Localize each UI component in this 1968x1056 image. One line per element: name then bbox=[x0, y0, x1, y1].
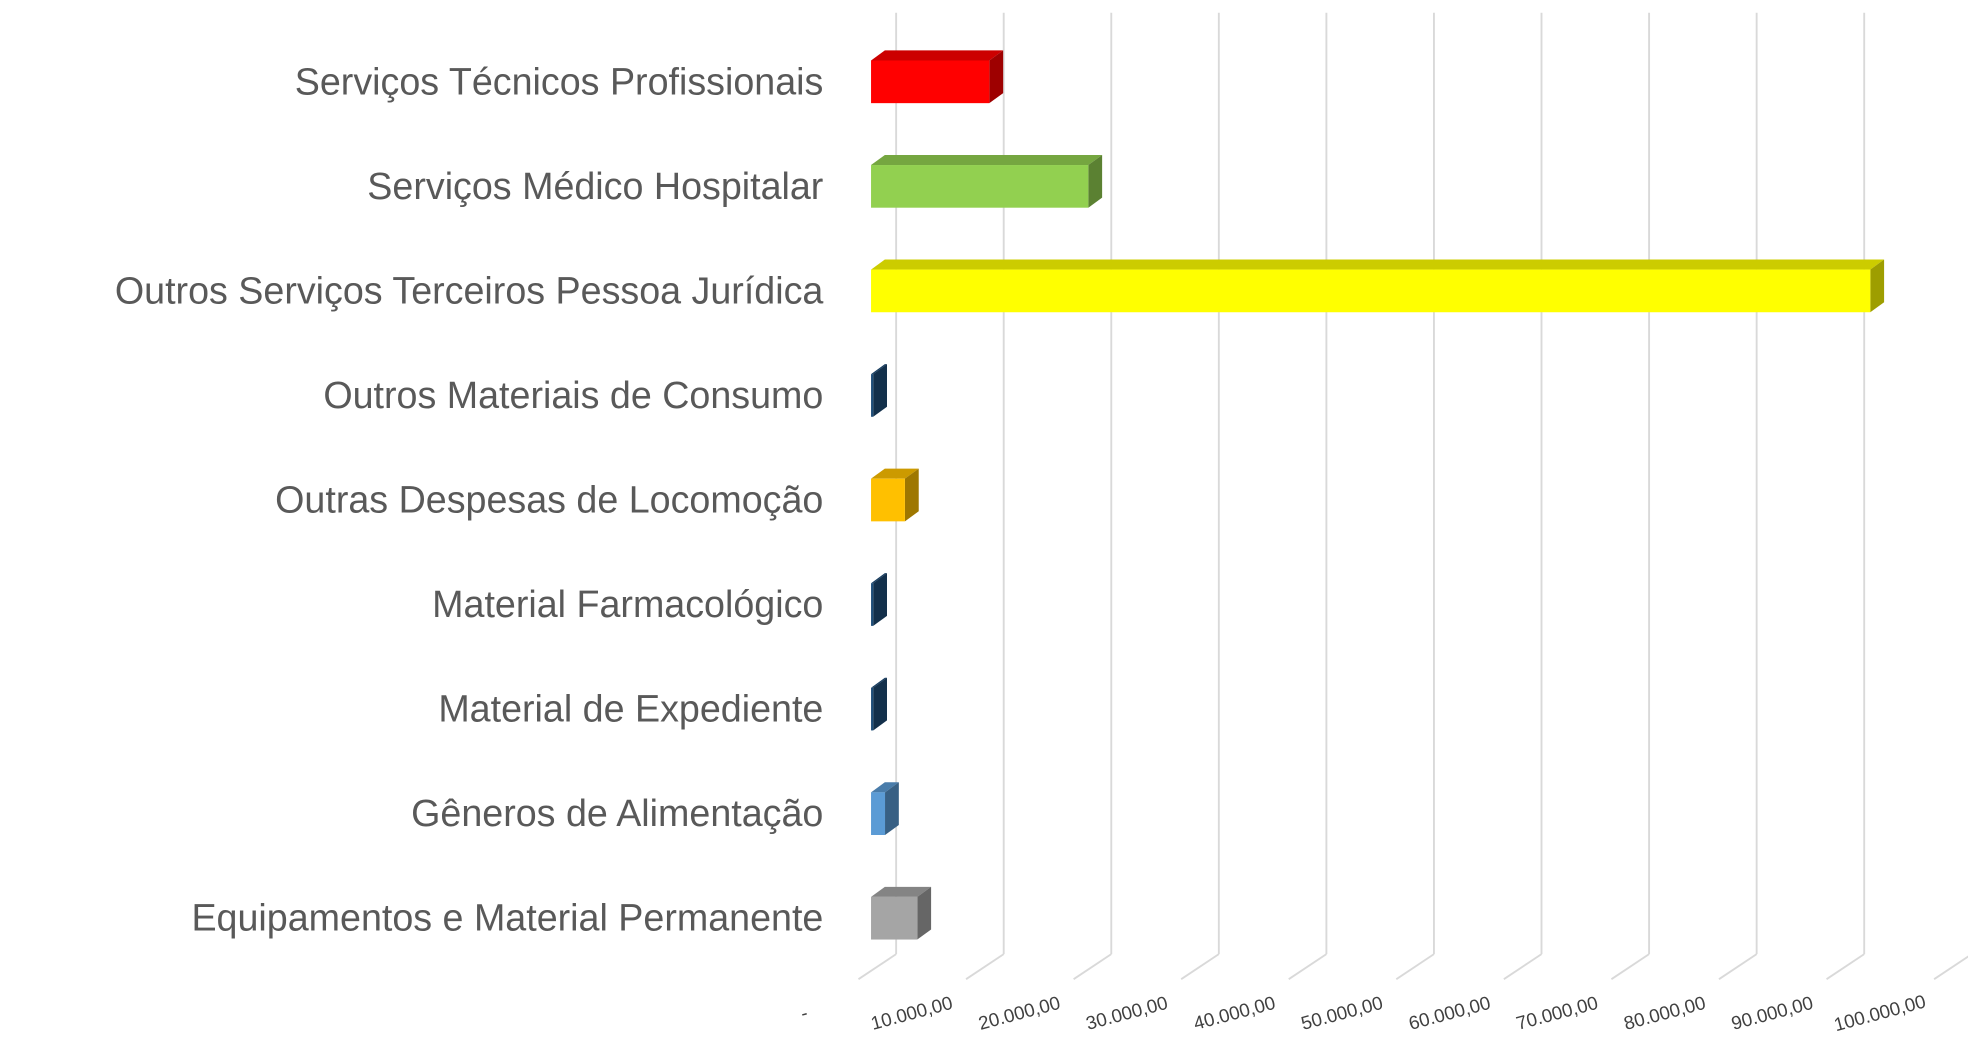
category-label: Material de Expediente bbox=[438, 688, 823, 730]
bar-front bbox=[871, 60, 990, 104]
bar-top bbox=[871, 782, 899, 793]
bar-side bbox=[1088, 154, 1103, 208]
bar-top bbox=[871, 259, 1885, 270]
bar bbox=[871, 573, 887, 626]
x-tick-label: 90.000,00 bbox=[1729, 992, 1815, 1034]
category-label: Material Farmacológico bbox=[432, 583, 823, 625]
category-label: Serviços Médico Hospitalar bbox=[367, 165, 823, 207]
floor-line bbox=[1395, 953, 1435, 980]
x-tick-label: - bbox=[798, 1002, 809, 1024]
x-tick-label: 50.000,00 bbox=[1299, 992, 1385, 1034]
bar bbox=[871, 886, 932, 940]
bar-top bbox=[871, 364, 887, 375]
x-tick-label: 20.000,00 bbox=[976, 992, 1062, 1034]
category-label: Equipamentos e Material Permanente bbox=[191, 897, 823, 939]
category-label: Serviços Técnicos Profissionais bbox=[295, 60, 824, 102]
x-tick-label: 40.000,00 bbox=[1191, 992, 1277, 1034]
bar-top bbox=[871, 677, 887, 688]
bar-side bbox=[917, 886, 932, 940]
bar bbox=[871, 259, 1885, 313]
category-label: Gêneros de Alimentação bbox=[411, 792, 823, 834]
floor-line bbox=[1610, 953, 1650, 980]
x-tick-label: 70.000,00 bbox=[1514, 992, 1600, 1034]
bar bbox=[871, 782, 899, 835]
bar bbox=[871, 364, 887, 417]
floor-line bbox=[1180, 953, 1220, 980]
floor-line bbox=[1718, 953, 1758, 980]
bar-side bbox=[904, 468, 919, 522]
floor-line bbox=[1933, 955, 1968, 980]
bar-side bbox=[873, 677, 887, 731]
bar-top bbox=[871, 50, 1004, 61]
bar-side bbox=[873, 364, 887, 417]
bar bbox=[871, 50, 1004, 104]
bar bbox=[871, 468, 919, 522]
category-label: Outros Serviços Terceiros Pessoa Jurídic… bbox=[115, 269, 824, 311]
bar-side bbox=[1870, 259, 1885, 313]
bar-top bbox=[871, 468, 919, 479]
floor-line bbox=[1826, 953, 1865, 980]
x-tick-label: 10.000,00 bbox=[869, 992, 955, 1034]
bar bbox=[871, 154, 1103, 208]
bar-front bbox=[871, 165, 1089, 208]
floor-line bbox=[965, 953, 1005, 980]
floor-line bbox=[857, 953, 897, 980]
bar-front bbox=[871, 583, 874, 626]
bar-front bbox=[871, 792, 886, 835]
x-tick-label: 30.000,00 bbox=[1084, 992, 1170, 1034]
x-tick-label: 80.000,00 bbox=[1621, 992, 1707, 1034]
floor-line bbox=[1503, 953, 1543, 980]
floor-line bbox=[1073, 953, 1112, 980]
x-tick-label: 100.000,00 bbox=[1832, 991, 1928, 1036]
bar-front bbox=[871, 896, 918, 940]
bar-side bbox=[989, 50, 1004, 104]
bar-front bbox=[871, 374, 874, 417]
bar-side bbox=[885, 782, 899, 835]
bar-front bbox=[871, 478, 905, 522]
category-label: Outras Despesas de Locomoção bbox=[275, 478, 823, 520]
floor-line bbox=[1288, 953, 1327, 980]
category-label: Outros Materiais de Consumo bbox=[323, 374, 823, 416]
bar-front bbox=[871, 687, 874, 731]
bar-top bbox=[871, 154, 1103, 166]
bar-top bbox=[871, 886, 932, 897]
bar-front bbox=[871, 269, 1871, 313]
bar bbox=[871, 677, 887, 731]
bar-top bbox=[871, 573, 887, 584]
bar-side bbox=[873, 573, 887, 626]
x-tick-label: 60.000,00 bbox=[1406, 992, 1492, 1034]
